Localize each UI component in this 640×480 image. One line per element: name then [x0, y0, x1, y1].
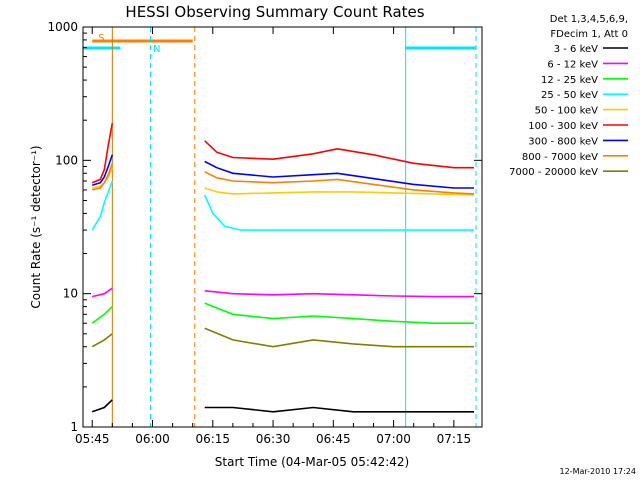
flag-label-n: N	[153, 44, 160, 55]
x-tick-label-4: 06:45	[316, 432, 351, 446]
series-line-6-segment-1	[204, 160, 474, 189]
legend-header-line-1: Det 1,3,4,5,6,9,	[550, 14, 628, 25]
flag-bars: SN	[83, 33, 476, 55]
legend-label-0: 3 - 6 keV	[554, 44, 598, 55]
x-tick-label-0: 05:45	[75, 432, 110, 446]
legend-label-8: 7000 - 20000 keV	[509, 167, 598, 178]
series-line-8-segment-1	[204, 327, 474, 348]
series-line-3-segment-0	[91, 180, 114, 231]
series-line-1-segment-0	[92, 287, 113, 298]
vertical-markers	[111, 27, 477, 427]
x-tick-label-5: 07:00	[376, 432, 411, 446]
x-tick-label-2: 06:15	[195, 432, 230, 446]
y-axis: 1 10 100 1000	[47, 20, 482, 434]
legend-label-2: 12 - 25 keV	[541, 75, 598, 86]
plot-area: SN	[83, 27, 477, 427]
series-line-1-segment-1	[204, 290, 474, 298]
plot-frame	[82, 26, 483, 428]
y-axis-label: Count Rate (s⁻¹ detector⁻¹)	[29, 145, 43, 308]
legend: Det 1,3,4,5,6,9, FDecim 1, Att 0 3 - 6 k…	[509, 14, 628, 178]
x-tick-label-3: 06:30	[256, 432, 291, 446]
flag-label-s: S	[98, 33, 104, 44]
y-tick-label-1: 10	[63, 287, 78, 301]
legend-label-4: 50 - 100 keV	[535, 106, 599, 117]
series-line-2-segment-0	[91, 306, 113, 324]
series-line-7-segment-0	[92, 163, 114, 191]
legend-label-6: 300 - 800 keV	[528, 136, 598, 147]
x-tick-label-1: 06:00	[135, 432, 170, 446]
legend-label-7: 800 - 7000 keV	[522, 152, 598, 163]
y-tick-label-2: 100	[55, 153, 78, 167]
legend-label-5: 100 - 300 keV	[528, 121, 598, 132]
x-axis-label: Start Time (04-Mar-05 05:42:42)	[215, 455, 409, 469]
series-line-0-segment-0	[91, 399, 113, 413]
series-line-6-segment-0	[91, 154, 114, 187]
series-line-5-segment-0	[91, 123, 114, 184]
legend-header-line-2: FDecim 1, Att 0	[550, 29, 628, 40]
y-tick-label-3: 1000	[47, 20, 78, 34]
legend-label-3: 25 - 50 keV	[541, 90, 598, 101]
chart-title: HESSI Observing Summary Count Rates	[125, 3, 424, 21]
series-line-8-segment-0	[91, 333, 113, 348]
series-line-2-segment-1	[204, 302, 474, 324]
series-line-5-segment-1	[204, 140, 474, 169]
x-tick-label-6: 07:15	[437, 432, 472, 446]
series-line-4-segment-1	[204, 187, 475, 196]
y-tick-label-0: 1	[70, 420, 78, 434]
series-line-3-segment-1	[203, 194, 474, 231]
x-axis: 05:45 06:00 06:15 06:30 06:45 07:00 07:15	[75, 27, 471, 446]
series-line-0-segment-1	[204, 406, 474, 413]
legend-items: 3 - 6 keV 6 - 12 keV 12 - 25 keV 25 - 50 ke…	[509, 44, 628, 178]
series-line-7-segment-1	[204, 171, 475, 195]
footer-date: 12-Mar-2010 17:24	[560, 467, 637, 476]
series-lines	[91, 123, 475, 413]
legend-label-1: 6 - 12 keV	[547, 59, 598, 70]
